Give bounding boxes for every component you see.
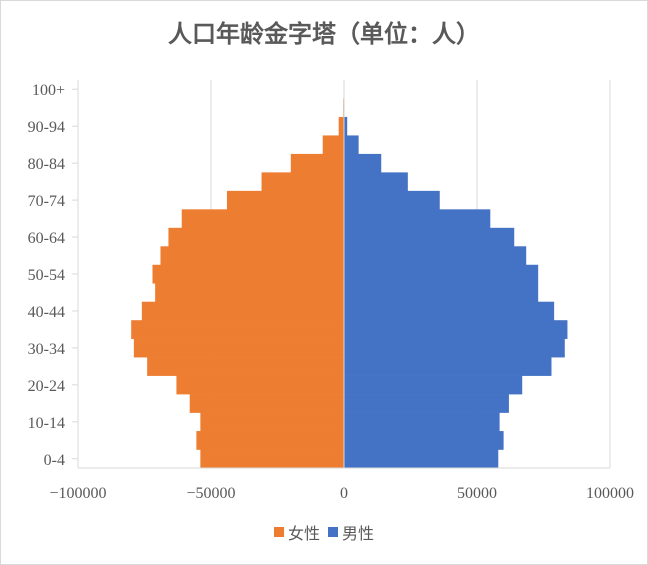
chart-title: 人口年龄金字塔（单位：人） <box>168 19 480 48</box>
legend-item-male: 男性 <box>328 520 374 544</box>
bar-female-15-19 <box>189 394 344 413</box>
bar-female-55-59 <box>160 246 344 266</box>
y-tick-label-50-54: 50-54 <box>28 267 65 284</box>
y-tick-label-30-34: 30-34 <box>28 341 65 358</box>
bar-female-70-74 <box>226 190 344 210</box>
bar-male-60-64 <box>344 227 515 247</box>
bar-male-85-89 <box>344 135 359 155</box>
bar-male-80-84 <box>344 153 382 173</box>
bar-male-25-29 <box>344 357 552 376</box>
bar-female-30-34 <box>133 338 344 358</box>
bar-male-90-94 <box>344 116 348 136</box>
bar-female-75-79 <box>261 172 344 192</box>
legend-item-female: 女性 <box>273 520 320 544</box>
bar-female-65-69 <box>181 209 344 229</box>
bar-male-10-14 <box>344 412 500 432</box>
legend-swatch-male <box>328 527 338 537</box>
bar-male-15-19 <box>344 394 509 413</box>
bar-female-60-64 <box>168 227 344 247</box>
bar-female-5-9 <box>196 431 344 450</box>
x-tick-label-3: 50000 <box>457 485 497 502</box>
y-tick-label-60-64: 60-64 <box>28 230 65 247</box>
bar-female-85-89 <box>322 135 344 155</box>
bar-male-50-54 <box>344 264 539 284</box>
bar-male-70-74 <box>344 190 440 210</box>
bar-male-65-69 <box>344 209 491 229</box>
bar-female-45-49 <box>155 283 344 303</box>
bar-female-10-14 <box>200 412 344 432</box>
y-tick-label-70-74: 70-74 <box>28 193 65 210</box>
bar-female-0-4 <box>200 449 344 469</box>
bar-male-45-49 <box>344 283 539 303</box>
y-tick-label-0-4: 0-4 <box>44 452 65 469</box>
bar-female-20-24 <box>176 375 344 395</box>
y-tick-label-80-84: 80-84 <box>28 156 65 173</box>
legend-label-male: 男性 <box>342 524 375 543</box>
legend-label-female: 女性 <box>287 524 320 543</box>
bar-female-90-94 <box>338 116 344 136</box>
bar-male-75-79 <box>344 172 408 192</box>
bar-female-35-39 <box>131 320 344 339</box>
bar-female-40-44 <box>141 301 344 321</box>
bar-male-0-4 <box>344 449 499 469</box>
bar-male-40-44 <box>344 301 555 321</box>
x-tick-label-2: 0 <box>340 485 348 502</box>
y-tick-label-10-14: 10-14 <box>28 415 65 432</box>
y-tick-label-90-94: 90-94 <box>28 119 65 136</box>
y-tick-label-20-24: 20-24 <box>28 378 65 395</box>
y-tick-label-40-44: 40-44 <box>28 304 65 321</box>
bar-female-50-54 <box>152 264 344 284</box>
y-tick-label-100+: 100+ <box>32 82 65 99</box>
bar-male-5-9 <box>344 431 504 450</box>
bar-female-80-84 <box>290 153 344 173</box>
bar-female-25-29 <box>147 357 344 376</box>
chart-legend: 女性 男性 <box>0 520 648 544</box>
bar-male-20-24 <box>344 375 523 395</box>
bar-male-55-59 <box>344 246 527 266</box>
x-tick-label-0: −100000 <box>49 485 106 502</box>
legend-swatch-female <box>273 527 284 537</box>
bar-male-30-34 <box>344 338 565 358</box>
x-tick-label-4: 100000 <box>586 485 634 502</box>
x-tick-label-1: −50000 <box>186 485 235 502</box>
bar-male-35-39 <box>344 320 568 339</box>
